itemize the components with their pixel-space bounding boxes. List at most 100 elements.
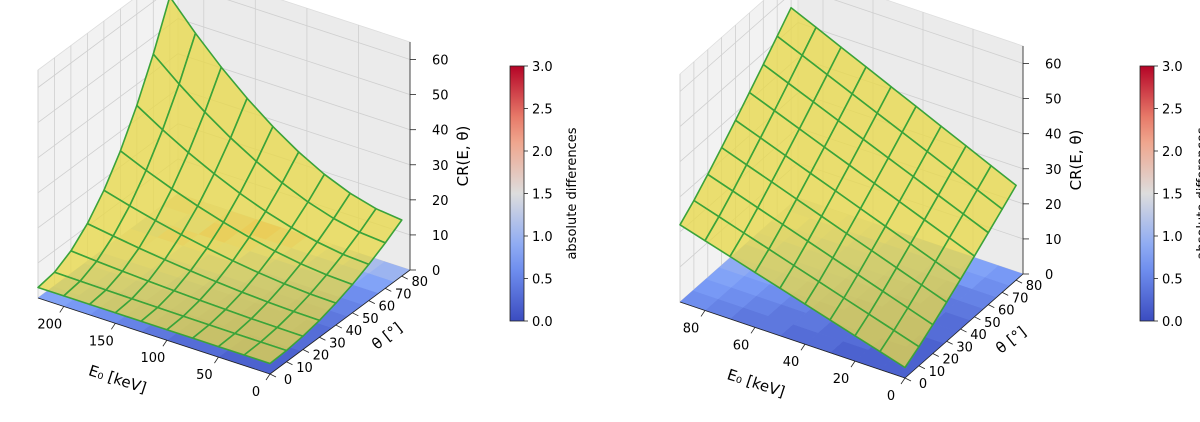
y-tick-label: 50	[362, 312, 379, 327]
z-tick-label: 0	[432, 264, 440, 279]
y-tick-label: 70	[395, 287, 412, 302]
colorbar-tick-label: 2.5	[1162, 103, 1183, 118]
x-tick	[162, 340, 168, 347]
y-tick-label: 10	[929, 365, 946, 380]
y-tick-label: 60	[998, 304, 1015, 319]
y-tick	[988, 304, 995, 308]
y-tick	[1015, 279, 1023, 284]
y-tick	[269, 373, 277, 378]
z-tick-label: 60	[432, 54, 449, 69]
z-tick-label: 30	[1045, 163, 1062, 178]
surface-patch	[879, 329, 920, 369]
x-tick-label: 40	[783, 355, 800, 370]
colorbar-tick-label: 1.0	[1162, 230, 1183, 245]
y-tick	[401, 275, 408, 280]
z-axis-label: CR(E, θ)	[1067, 130, 1085, 191]
z-tick-label: 20	[432, 194, 449, 209]
y-tick-label: 30	[329, 336, 346, 351]
y-tick	[368, 300, 376, 304]
colorbar-label: absolute differences	[1195, 127, 1200, 259]
x-tick	[800, 344, 806, 351]
y-tick-label: 80	[411, 275, 428, 290]
y-tick	[335, 324, 343, 329]
x-tick	[900, 377, 906, 385]
y-tick-label: 80	[1026, 279, 1043, 294]
y-tick-label: 0	[919, 377, 927, 392]
colorbar-tick-label: 2.0	[1162, 145, 1183, 160]
y-tick	[302, 349, 310, 353]
colorbar-tick-label: 0.5	[532, 273, 553, 288]
x-tick	[700, 310, 706, 317]
z-axis-label: CR(E, θ)	[454, 126, 472, 187]
colorbar-tick-label: 3.0	[532, 60, 553, 75]
x-tick	[59, 306, 65, 313]
x-tick-label: 200	[37, 317, 62, 332]
x-tick-label: 0	[887, 389, 895, 404]
x-tick-label: 80	[683, 321, 700, 336]
x-tick	[850, 360, 856, 368]
z-tick-label: 60	[1045, 58, 1062, 73]
x-axis-label: E₀ [keV]	[725, 365, 787, 401]
grid-line	[37, 0, 411, 88]
colorbar-tick-label: 3.0	[1162, 60, 1183, 75]
y-axis-line	[904, 273, 1024, 379]
colorbar	[1139, 65, 1155, 322]
z-tick-label: 40	[1045, 128, 1062, 143]
colorbar-tick-label: 1.0	[532, 230, 553, 245]
x-tick	[111, 323, 116, 330]
y-tick	[932, 353, 939, 357]
x-tick	[214, 356, 219, 364]
x-tick	[265, 373, 271, 381]
y-tick-label: 30	[956, 340, 973, 355]
y-tick	[319, 336, 326, 341]
y-tick	[918, 365, 926, 370]
x-axis-line	[37, 297, 271, 375]
chart-panel-2: 020406080010203040506070800102030405060E…	[679, 0, 1200, 404]
y-tick-label: 40	[970, 328, 987, 343]
surface-patch	[243, 341, 288, 365]
z-tick-label: 50	[1045, 93, 1062, 108]
y-tick-label: 60	[379, 300, 396, 315]
z-tick-label: 0	[1045, 268, 1053, 283]
x-tick-label: 50	[196, 368, 213, 383]
y-axis-line	[269, 269, 411, 375]
x-axis-line	[679, 301, 906, 379]
colorbar	[509, 65, 525, 322]
colorbar-tick-label: 0.0	[532, 315, 553, 330]
y-tick-label: 0	[284, 373, 292, 388]
z-tick-label: 50	[432, 89, 449, 104]
y-tick	[1001, 291, 1009, 296]
grid-line	[679, 0, 1024, 92]
x-tick-label: 100	[140, 351, 165, 366]
chart-panel-1: 0501001502000102030405060708001020304050…	[37, 0, 580, 400]
z-tick-label: 30	[432, 159, 449, 174]
z-tick-label: 10	[1045, 233, 1062, 248]
y-tick	[352, 312, 359, 317]
x-axis-label: E₀ [keV]	[86, 361, 148, 397]
y-tick-label: 40	[346, 324, 363, 339]
y-tick-label: 10	[296, 361, 313, 376]
y-tick	[960, 328, 967, 333]
y-tick-label: 50	[984, 316, 1001, 331]
y-tick	[286, 361, 293, 366]
z-tick-label: 10	[432, 229, 449, 244]
z-tick-label: 40	[432, 124, 449, 139]
x-tick	[750, 327, 756, 334]
x-tick-label: 0	[252, 385, 260, 400]
y-tick	[904, 377, 912, 382]
z-tick-label: 20	[1045, 198, 1062, 213]
x-tick-label: 20	[833, 372, 850, 387]
x-tick-label: 150	[89, 334, 114, 349]
y-tick	[946, 340, 953, 345]
colorbar-label: absolute differences	[565, 127, 580, 259]
y-tick-label: 70	[1012, 291, 1029, 306]
y-tick-label: 20	[313, 349, 330, 364]
y-tick-label: 20	[942, 353, 959, 368]
y-tick	[385, 287, 392, 292]
x-tick-label: 60	[733, 338, 750, 353]
y-tick	[974, 316, 981, 321]
colorbar-tick-label: 1.5	[1162, 188, 1183, 203]
colorbar-tick-label: 2.5	[532, 103, 553, 118]
